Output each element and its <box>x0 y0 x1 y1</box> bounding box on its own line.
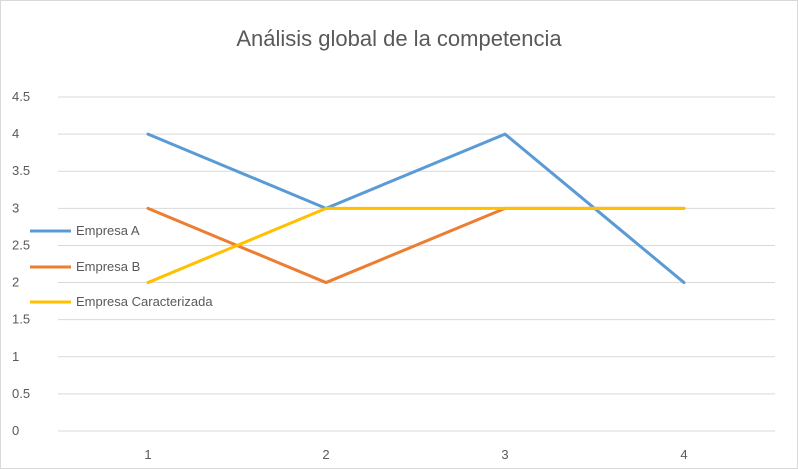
gridlines <box>58 96 775 432</box>
x-tick-label: 1 <box>144 447 151 462</box>
x-axis-ticks: 1 2 3 4 <box>144 447 687 462</box>
legend-label: Empresa B <box>76 259 140 274</box>
series-line-3 <box>146 206 686 285</box>
y-tick-label: 2 <box>12 275 19 290</box>
y-tick-label: 3.5 <box>12 163 30 178</box>
y-tick-label: 4 <box>12 126 19 141</box>
y-tick-label: 1.5 <box>12 312 30 327</box>
y-tick-label: 2.5 <box>12 237 30 252</box>
x-tick-label: 2 <box>322 447 329 462</box>
chart-title: Análisis global de la competencia <box>236 26 562 51</box>
legend: Empresa A Empresa B Empresa Caracterizada <box>30 223 213 309</box>
y-tick-label: 0 <box>12 423 19 438</box>
y-tick-label: 0.5 <box>12 386 30 401</box>
legend-label: Empresa A <box>76 223 140 238</box>
y-tick-label: 1 <box>12 349 19 364</box>
legend-label: Empresa Caracterizada <box>76 294 213 309</box>
y-tick-label: 4.5 <box>12 89 30 104</box>
x-tick-label: 3 <box>501 447 508 462</box>
series-lines <box>146 132 686 285</box>
y-axis-ticks: 0 0.5 1 1.5 2 2.5 3 3.5 4 4.5 <box>12 89 30 438</box>
x-tick-label: 4 <box>680 447 687 462</box>
y-tick-label: 3 <box>12 200 19 215</box>
